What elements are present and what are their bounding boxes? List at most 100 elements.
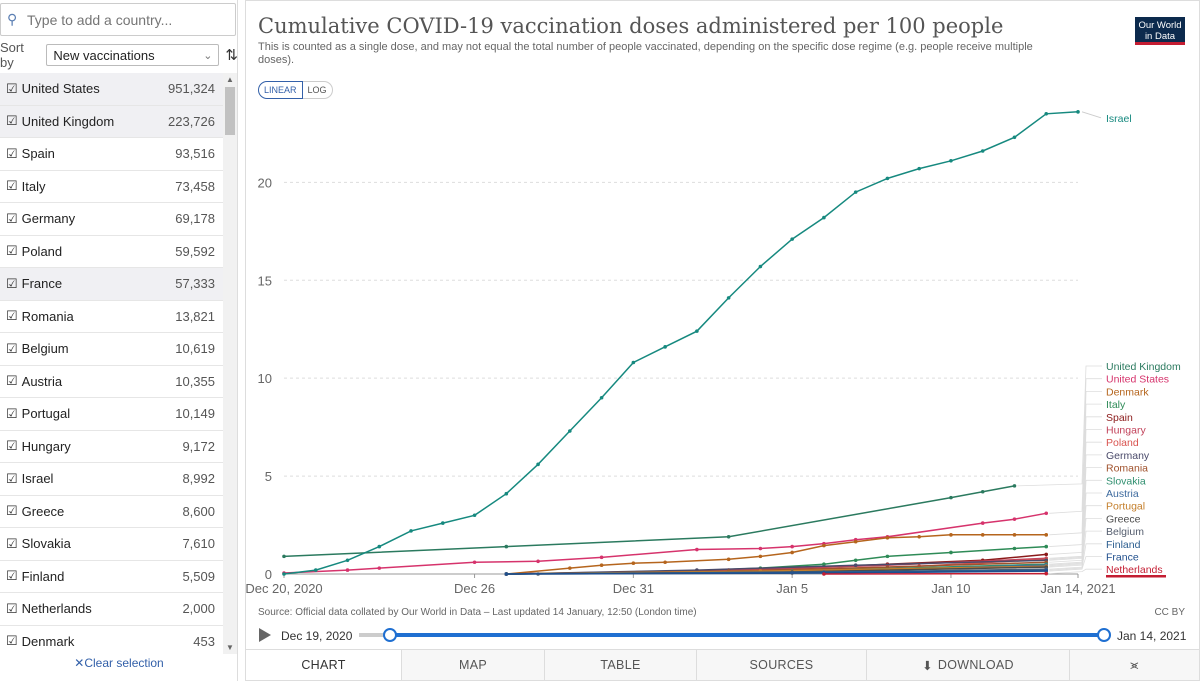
checkbox-checked-icon[interactable]: ☑ (6, 178, 18, 194)
list-item[interactable]: ☑ Slovakia 7,610 (0, 528, 223, 561)
data-point (599, 395, 604, 400)
checkbox-checked-icon[interactable]: ☑ (6, 308, 18, 324)
checkbox-checked-icon[interactable]: ☑ (6, 633, 18, 649)
y-tick-label: 15 (258, 273, 272, 288)
checkbox-checked-icon[interactable]: ☑ (6, 470, 18, 486)
license-label[interactable]: CC BY (1154, 607, 1185, 618)
timeline: Dec 19, 2020 Jan 14, 2021 (246, 625, 1199, 647)
sort-select-value: New vaccinations (53, 47, 155, 63)
list-item[interactable]: ☑ Italy 73,458 (0, 171, 223, 203)
data-point (822, 572, 826, 576)
checkbox-checked-icon[interactable]: ☑ (6, 210, 18, 226)
country-name: Denmark (21, 633, 75, 649)
country-entry: ☑ Poland (6, 243, 62, 259)
country-name: Italy (21, 178, 46, 194)
list-item[interactable]: ☑ Hungary 9,172 (0, 431, 223, 463)
tab-chart[interactable]: CHART (246, 650, 401, 680)
data-point (1044, 111, 1049, 116)
search-input[interactable] (27, 11, 227, 28)
country-name: Portugal (21, 406, 71, 422)
tab-map[interactable]: MAP (401, 650, 544, 680)
list-item[interactable]: ☑ Greece 8,600 (0, 496, 223, 528)
country-entry: ☑ Austria (6, 373, 62, 389)
country-entry: ☑ Italy (6, 178, 46, 194)
checkbox-checked-icon[interactable]: ☑ (6, 80, 18, 96)
checkbox-checked-icon[interactable]: ☑ (6, 113, 18, 129)
list-item[interactable]: ☑ Denmark 453 (0, 626, 223, 655)
data-point (409, 529, 413, 533)
list-item[interactable]: ☑ Netherlands 2,000 (0, 593, 223, 626)
label-connector (1049, 454, 1102, 561)
country-entry: ☑ Greece (6, 503, 64, 519)
country-value: 59,592 (175, 243, 215, 259)
list-item[interactable]: ☑ United Kingdom 223,726 (0, 105, 223, 138)
checkbox-checked-icon[interactable]: ☑ (6, 535, 18, 551)
data-point (980, 149, 985, 153)
label-connector (1049, 378, 1102, 514)
checkbox-checked-icon[interactable]: ☑ (6, 503, 18, 519)
sort-order-icon[interactable]: ⇅ (225, 47, 238, 64)
series-line-united-kingdom (283, 485, 1015, 558)
checkbox-checked-icon[interactable]: ☑ (6, 568, 18, 584)
data-point (282, 572, 286, 576)
list-item[interactable]: ☑ Belgium 10,619 (0, 333, 223, 366)
series-label: Spain (1106, 412, 1133, 424)
data-point (822, 543, 826, 548)
list-item[interactable]: ☑ Portugal 10,149 (0, 398, 223, 431)
x-tick-label: Dec 31 (613, 581, 654, 596)
y-tick-label: 5 (265, 469, 272, 484)
checkbox-checked-icon[interactable]: ☑ (6, 405, 18, 421)
linear-scale-button[interactable]: LINEAR (258, 81, 303, 99)
scroll-up-icon[interactable]: ▲ (226, 75, 234, 84)
checkbox-checked-icon[interactable]: ☑ (6, 373, 18, 389)
country-name: Finland (21, 568, 65, 584)
tab-sources[interactable]: SOURCES (696, 650, 866, 680)
data-point (663, 345, 667, 349)
owid-logo[interactable]: Our World in Data (1135, 17, 1185, 45)
scrollbar[interactable]: ▲ ▼ (223, 73, 237, 654)
list-item[interactable]: ☑ Germany 69,178 (0, 203, 223, 236)
data-point (1044, 544, 1049, 549)
list-item[interactable]: ☑ Finland 5,509 (0, 561, 223, 593)
list-item[interactable]: ☑ Spain 93,516 (0, 138, 223, 171)
tab-download[interactable]: ⬇ DOWNLOAD (866, 650, 1069, 680)
checkbox-checked-icon[interactable]: ☑ (6, 275, 18, 291)
checkbox-checked-icon[interactable]: ☑ (6, 243, 18, 259)
series-label: Portugal (1106, 501, 1145, 513)
play-icon[interactable] (259, 628, 271, 642)
timeline-end-handle[interactable] (1097, 628, 1111, 642)
data-point (790, 550, 794, 555)
data-point (568, 429, 572, 433)
country-name: Slovakia (21, 536, 71, 552)
tab-share[interactable]: ⪤ (1069, 650, 1199, 680)
country-entry: ☑ Germany (6, 211, 75, 227)
search-icon: ⚲ (7, 11, 18, 27)
country-value: 69,178 (175, 211, 215, 227)
list-item[interactable]: ☑ United States 951,324 (0, 73, 223, 106)
country-name: Romania (21, 308, 74, 324)
data-point (853, 558, 858, 563)
list-item[interactable]: ☑ Poland 59,592 (0, 236, 223, 268)
list-item[interactable]: ☑ Austria 10,355 (0, 366, 223, 398)
checkbox-checked-icon[interactable]: ☑ (6, 145, 18, 161)
timeline-start-handle[interactable] (383, 628, 397, 642)
list-item[interactable]: ☑ Israel 8,992 (0, 463, 223, 496)
series-label: Italy (1106, 399, 1126, 411)
list-item[interactable]: ☑ France 57,333 (0, 268, 223, 301)
scrollbar-thumb[interactable] (225, 87, 235, 135)
country-name: Netherlands (21, 601, 92, 617)
scroll-down-icon[interactable]: ▼ (226, 643, 234, 652)
checkbox-checked-icon[interactable]: ☑ (6, 340, 18, 356)
clear-selection-button[interactable]: ✕Clear selection (0, 656, 238, 670)
tab-table[interactable]: TABLE (544, 650, 696, 680)
x-tick-label: Jan 10 (931, 581, 970, 596)
checkbox-checked-icon[interactable]: ☑ (6, 600, 18, 616)
sort-select[interactable]: New vaccinations ⌄ (46, 44, 220, 66)
checkbox-checked-icon[interactable]: ☑ (6, 438, 18, 454)
country-name: France (21, 276, 63, 292)
list-item[interactable]: ☑ Romania 13,821 (0, 301, 223, 333)
country-search[interactable]: ⚲ (0, 3, 236, 36)
data-point (949, 495, 953, 500)
timeline-end-label: Jan 14, 2021 (1117, 629, 1187, 643)
log-scale-button[interactable]: LOG (302, 81, 333, 99)
